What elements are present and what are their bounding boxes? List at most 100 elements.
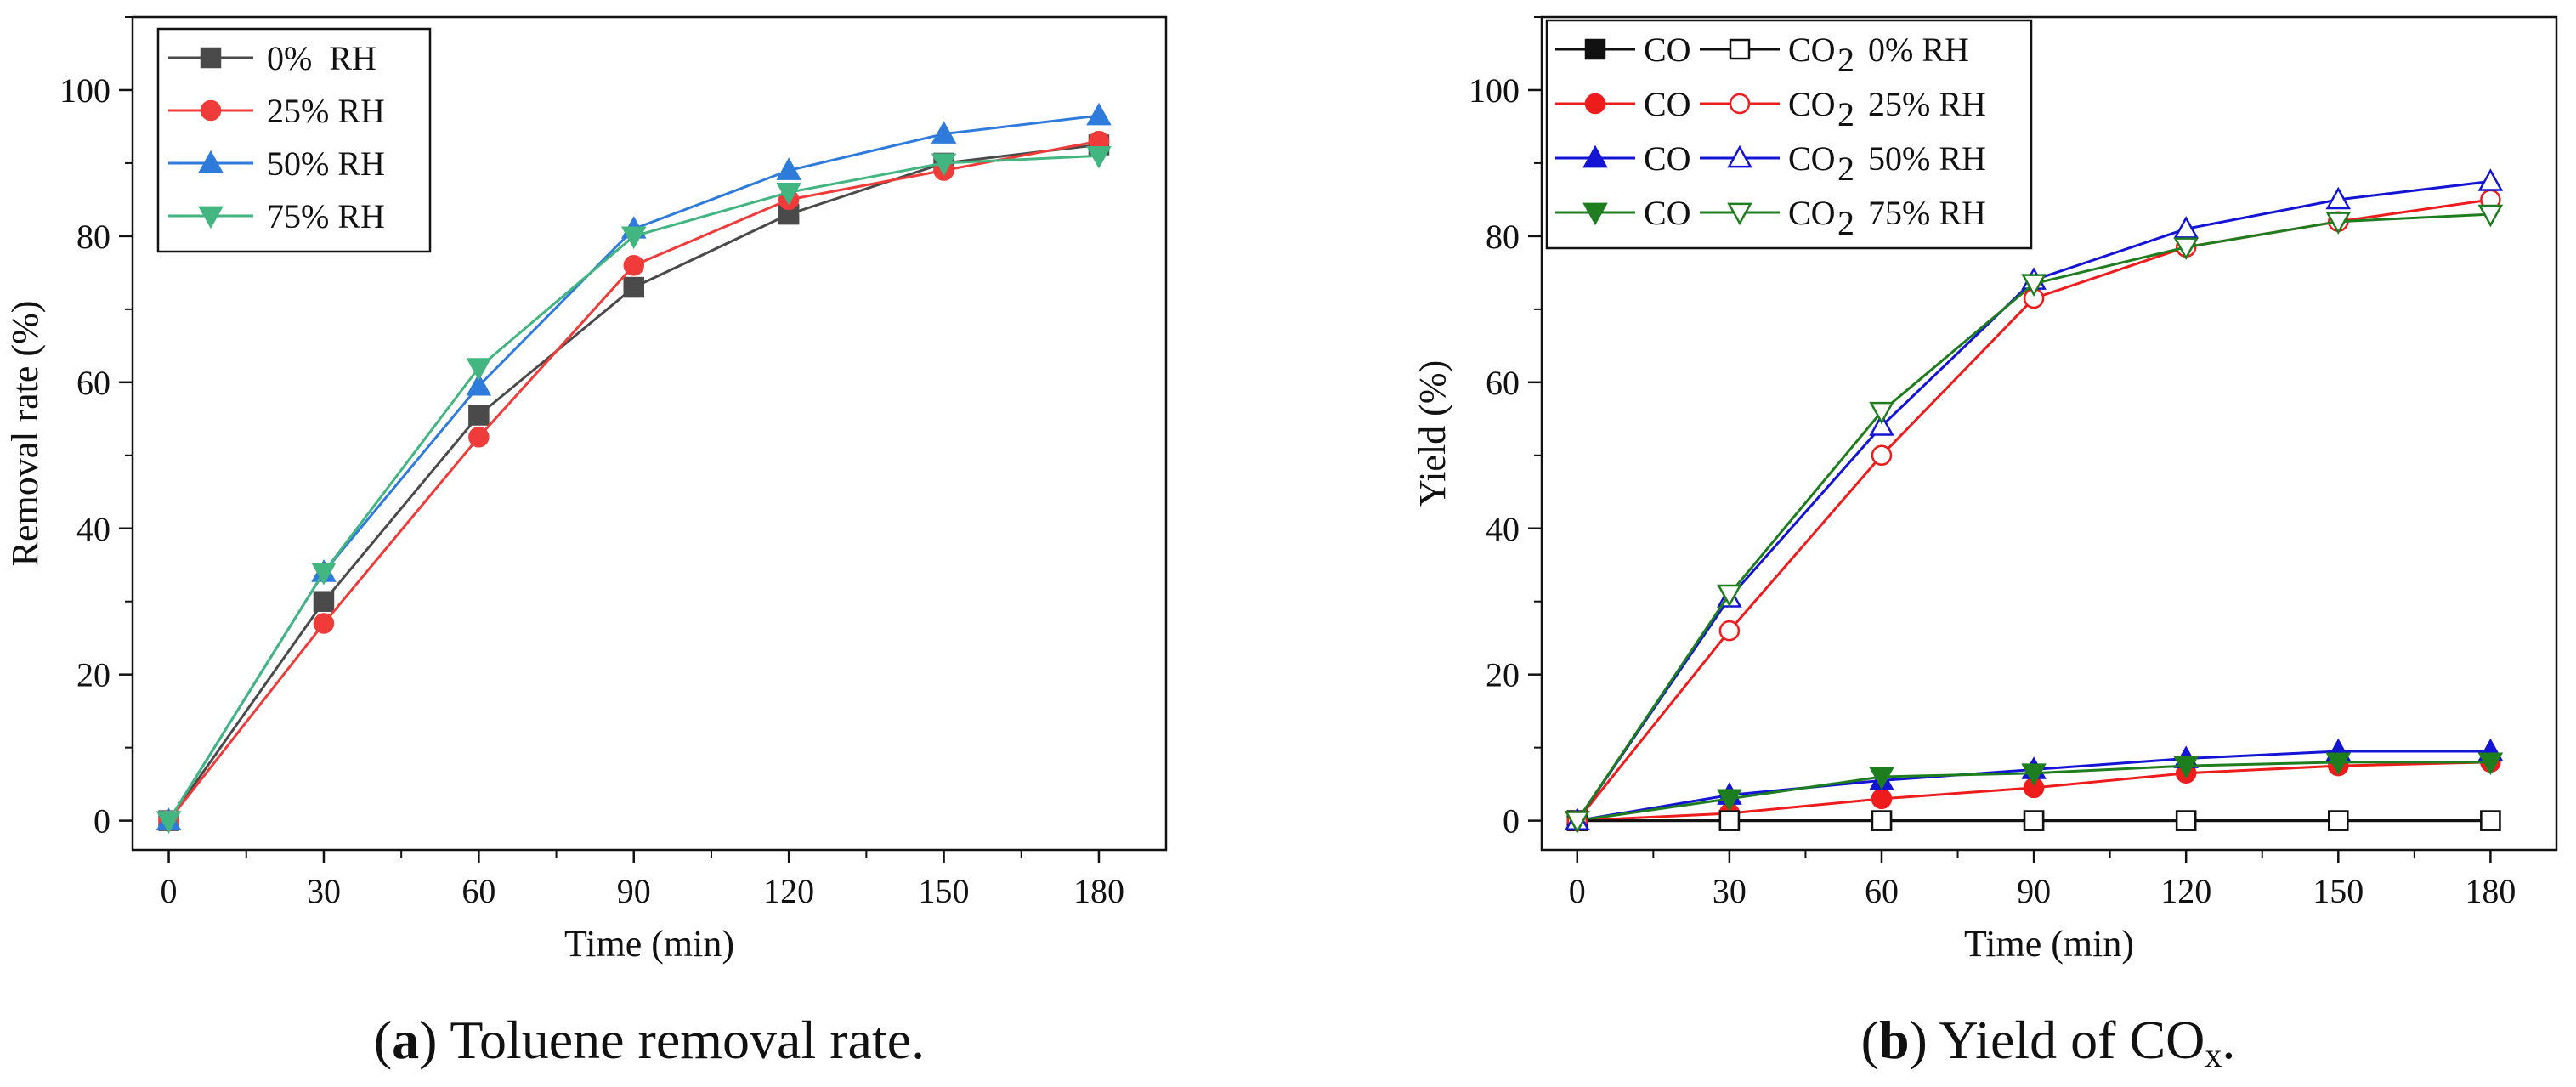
x-axis-title: Time (min)	[564, 923, 734, 965]
x-tick-label: 180	[1073, 872, 1124, 910]
legend-entry: 25% RH	[168, 92, 385, 130]
x-tick-label: 120	[2160, 872, 2211, 910]
data-point	[1869, 767, 1894, 790]
data-point	[1717, 789, 1742, 812]
x-tick-label: 0	[1569, 872, 1586, 910]
x-tick-label: 90	[2017, 872, 2051, 910]
y-tick-label: 40	[1486, 510, 1520, 548]
series-6	[1565, 168, 2504, 830]
legend-label: 50% RH	[267, 144, 385, 183]
data-point	[466, 358, 492, 381]
data-point	[2325, 212, 2352, 235]
legend-label-co2-subscript: 2	[1837, 41, 1854, 79]
plot-frame	[131, 15, 1168, 852]
caption-open: (	[1861, 1010, 1879, 1070]
data-point	[1718, 810, 1741, 831]
y-tick-label: 100	[59, 71, 110, 110]
data-point	[1871, 788, 1893, 810]
caption-letter: a	[392, 1010, 419, 1070]
x-tick-label: 90	[617, 872, 651, 910]
data-point	[1565, 811, 1590, 834]
x-tick-label: 60	[461, 872, 495, 910]
y-tick-label: 100	[1469, 71, 1520, 110]
series-3	[156, 145, 1112, 834]
data-point	[2477, 168, 2504, 191]
data-point	[1086, 145, 1112, 169]
legend-label-co: CO	[1644, 85, 1691, 123]
data-point	[931, 153, 957, 177]
caption-open: (	[374, 1010, 392, 1070]
plot-frame	[1540, 15, 2558, 852]
y-tick-label: 80	[1486, 218, 1520, 256]
data-point	[776, 182, 801, 206]
chart-panel-1: 0 30 60 90 120 150 180 0 20 40 60 80 100 Time (min) Yi…	[1412, 15, 2558, 1074]
caption-letter: b	[1879, 1010, 1910, 1070]
y-tick-label: 0	[1503, 802, 1520, 841]
legend-label-co: CO	[1644, 194, 1691, 232]
legend-entry: 50% RH	[168, 144, 385, 183]
data-point	[468, 427, 490, 448]
legend-marker-co	[1584, 38, 1606, 60]
data-point	[313, 591, 335, 612]
data-point	[1717, 584, 1742, 608]
y-tick-label: 40	[76, 510, 110, 548]
legend-label-co: CO	[1644, 139, 1691, 178]
legend-label-co2-subscript: 2	[1837, 95, 1854, 133]
legend-entry: 75% RH	[168, 197, 385, 235]
data-point	[931, 121, 957, 144]
legend-label: 25% RH	[267, 92, 385, 130]
data-point	[1869, 401, 1894, 425]
data-point	[2477, 752, 2504, 776]
caption-end: .	[2222, 1010, 2235, 1070]
legend-entry: 0% RH	[168, 39, 376, 77]
legend-marker-co2	[1729, 38, 1751, 60]
chart-caption: (a) Toluene removal rate.	[374, 1010, 925, 1070]
y-axis-title: Removal rate (%)	[4, 301, 46, 567]
legend-entry: CO CO 2 25% RH	[1555, 85, 1986, 133]
series-7	[1565, 204, 2504, 834]
data-point	[311, 562, 337, 586]
legend-label-co2: CO	[1788, 31, 1836, 69]
legend-label: 75% RH	[267, 197, 385, 235]
legend-marker	[200, 47, 222, 69]
legend-label-rh: 0% RH	[1868, 31, 1969, 69]
legend-label-rh: 25% RH	[1868, 85, 1986, 123]
data-point	[1871, 810, 1893, 831]
chart-caption: (b) Yield of COx.	[1861, 1010, 2236, 1074]
legend-box	[1545, 19, 2033, 250]
x-tick-label: 180	[2465, 872, 2516, 910]
data-point	[2021, 274, 2047, 297]
legend-label-co2: CO	[1788, 194, 1836, 232]
legend-marker-co	[1582, 144, 1608, 168]
legend-marker	[200, 99, 222, 122]
data-point	[156, 811, 182, 834]
caption-subscript: x	[2205, 1036, 2222, 1074]
data-point	[2175, 810, 2197, 831]
x-tick-label: 150	[919, 872, 970, 910]
data-point	[313, 613, 335, 634]
data-point	[2023, 810, 2045, 831]
x-tick-label: 60	[1865, 872, 1899, 910]
data-point	[2480, 810, 2501, 831]
data-point	[2328, 810, 2349, 831]
data-point	[1718, 620, 1741, 642]
series-3	[1565, 752, 2504, 834]
legend-entry: CO CO 2 0% RH	[1555, 31, 1969, 79]
legend-label-rh: 75% RH	[1868, 194, 1986, 232]
legend: 0% RH 25% RH 50% RH 75% RH	[156, 27, 432, 253]
data-point	[623, 276, 645, 298]
legend-label-co2: CO	[1788, 85, 1836, 123]
x-tick-label: 150	[2313, 872, 2364, 910]
data-point	[776, 157, 801, 180]
y-tick-label: 60	[1486, 364, 1520, 402]
legend-label-co2-subscript: 2	[1837, 150, 1854, 188]
data-point	[1086, 102, 1112, 126]
legend-label-rh: 50% RH	[1868, 139, 1986, 178]
data-point	[2325, 186, 2352, 210]
x-axis-title: Time (min)	[1964, 923, 2134, 965]
legend-entry: CO CO 2 75% RH	[1555, 194, 1986, 242]
caption-rest: ) Toluene removal rate.	[419, 1010, 925, 1070]
data-point	[2325, 752, 2352, 776]
legend-marker-co	[1584, 93, 1606, 115]
